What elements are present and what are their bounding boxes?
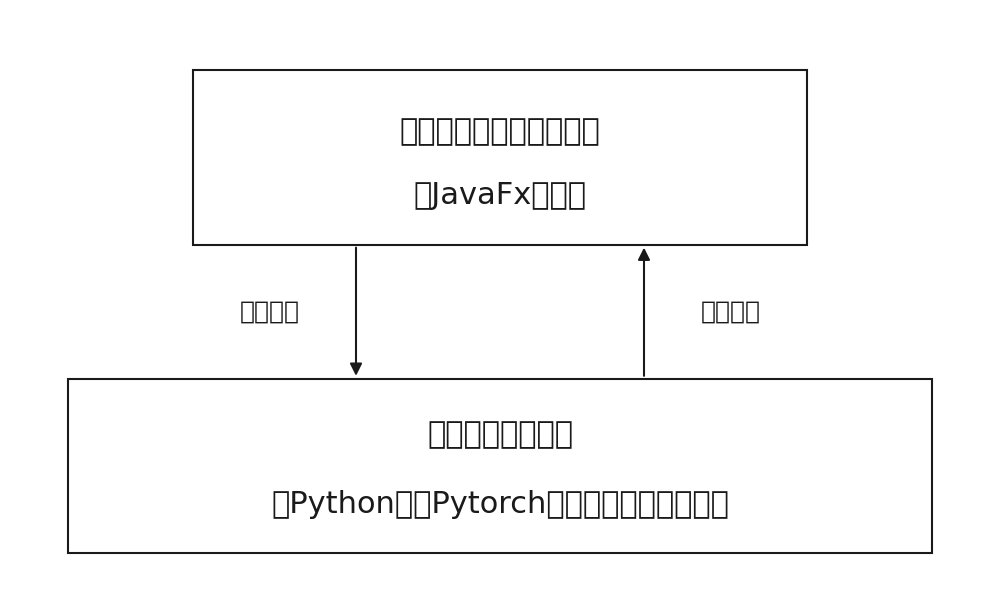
- Text: 结果返回: 结果返回: [700, 300, 760, 324]
- Text: 用户调用: 用户调用: [240, 300, 300, 324]
- Text: （Python基于Pytorch框架编写完成后打包）: （Python基于Pytorch框架编写完成后打包）: [271, 490, 729, 519]
- Text: 盐场计算软件桌面客户端: 盐场计算软件桌面客户端: [400, 117, 600, 146]
- Text: 结晶模块计算引擎: 结晶模块计算引擎: [427, 420, 573, 449]
- Bar: [68, 379, 932, 553]
- Bar: [193, 70, 807, 245]
- Text: （JavaFx编写）: （JavaFx编写）: [414, 181, 586, 210]
